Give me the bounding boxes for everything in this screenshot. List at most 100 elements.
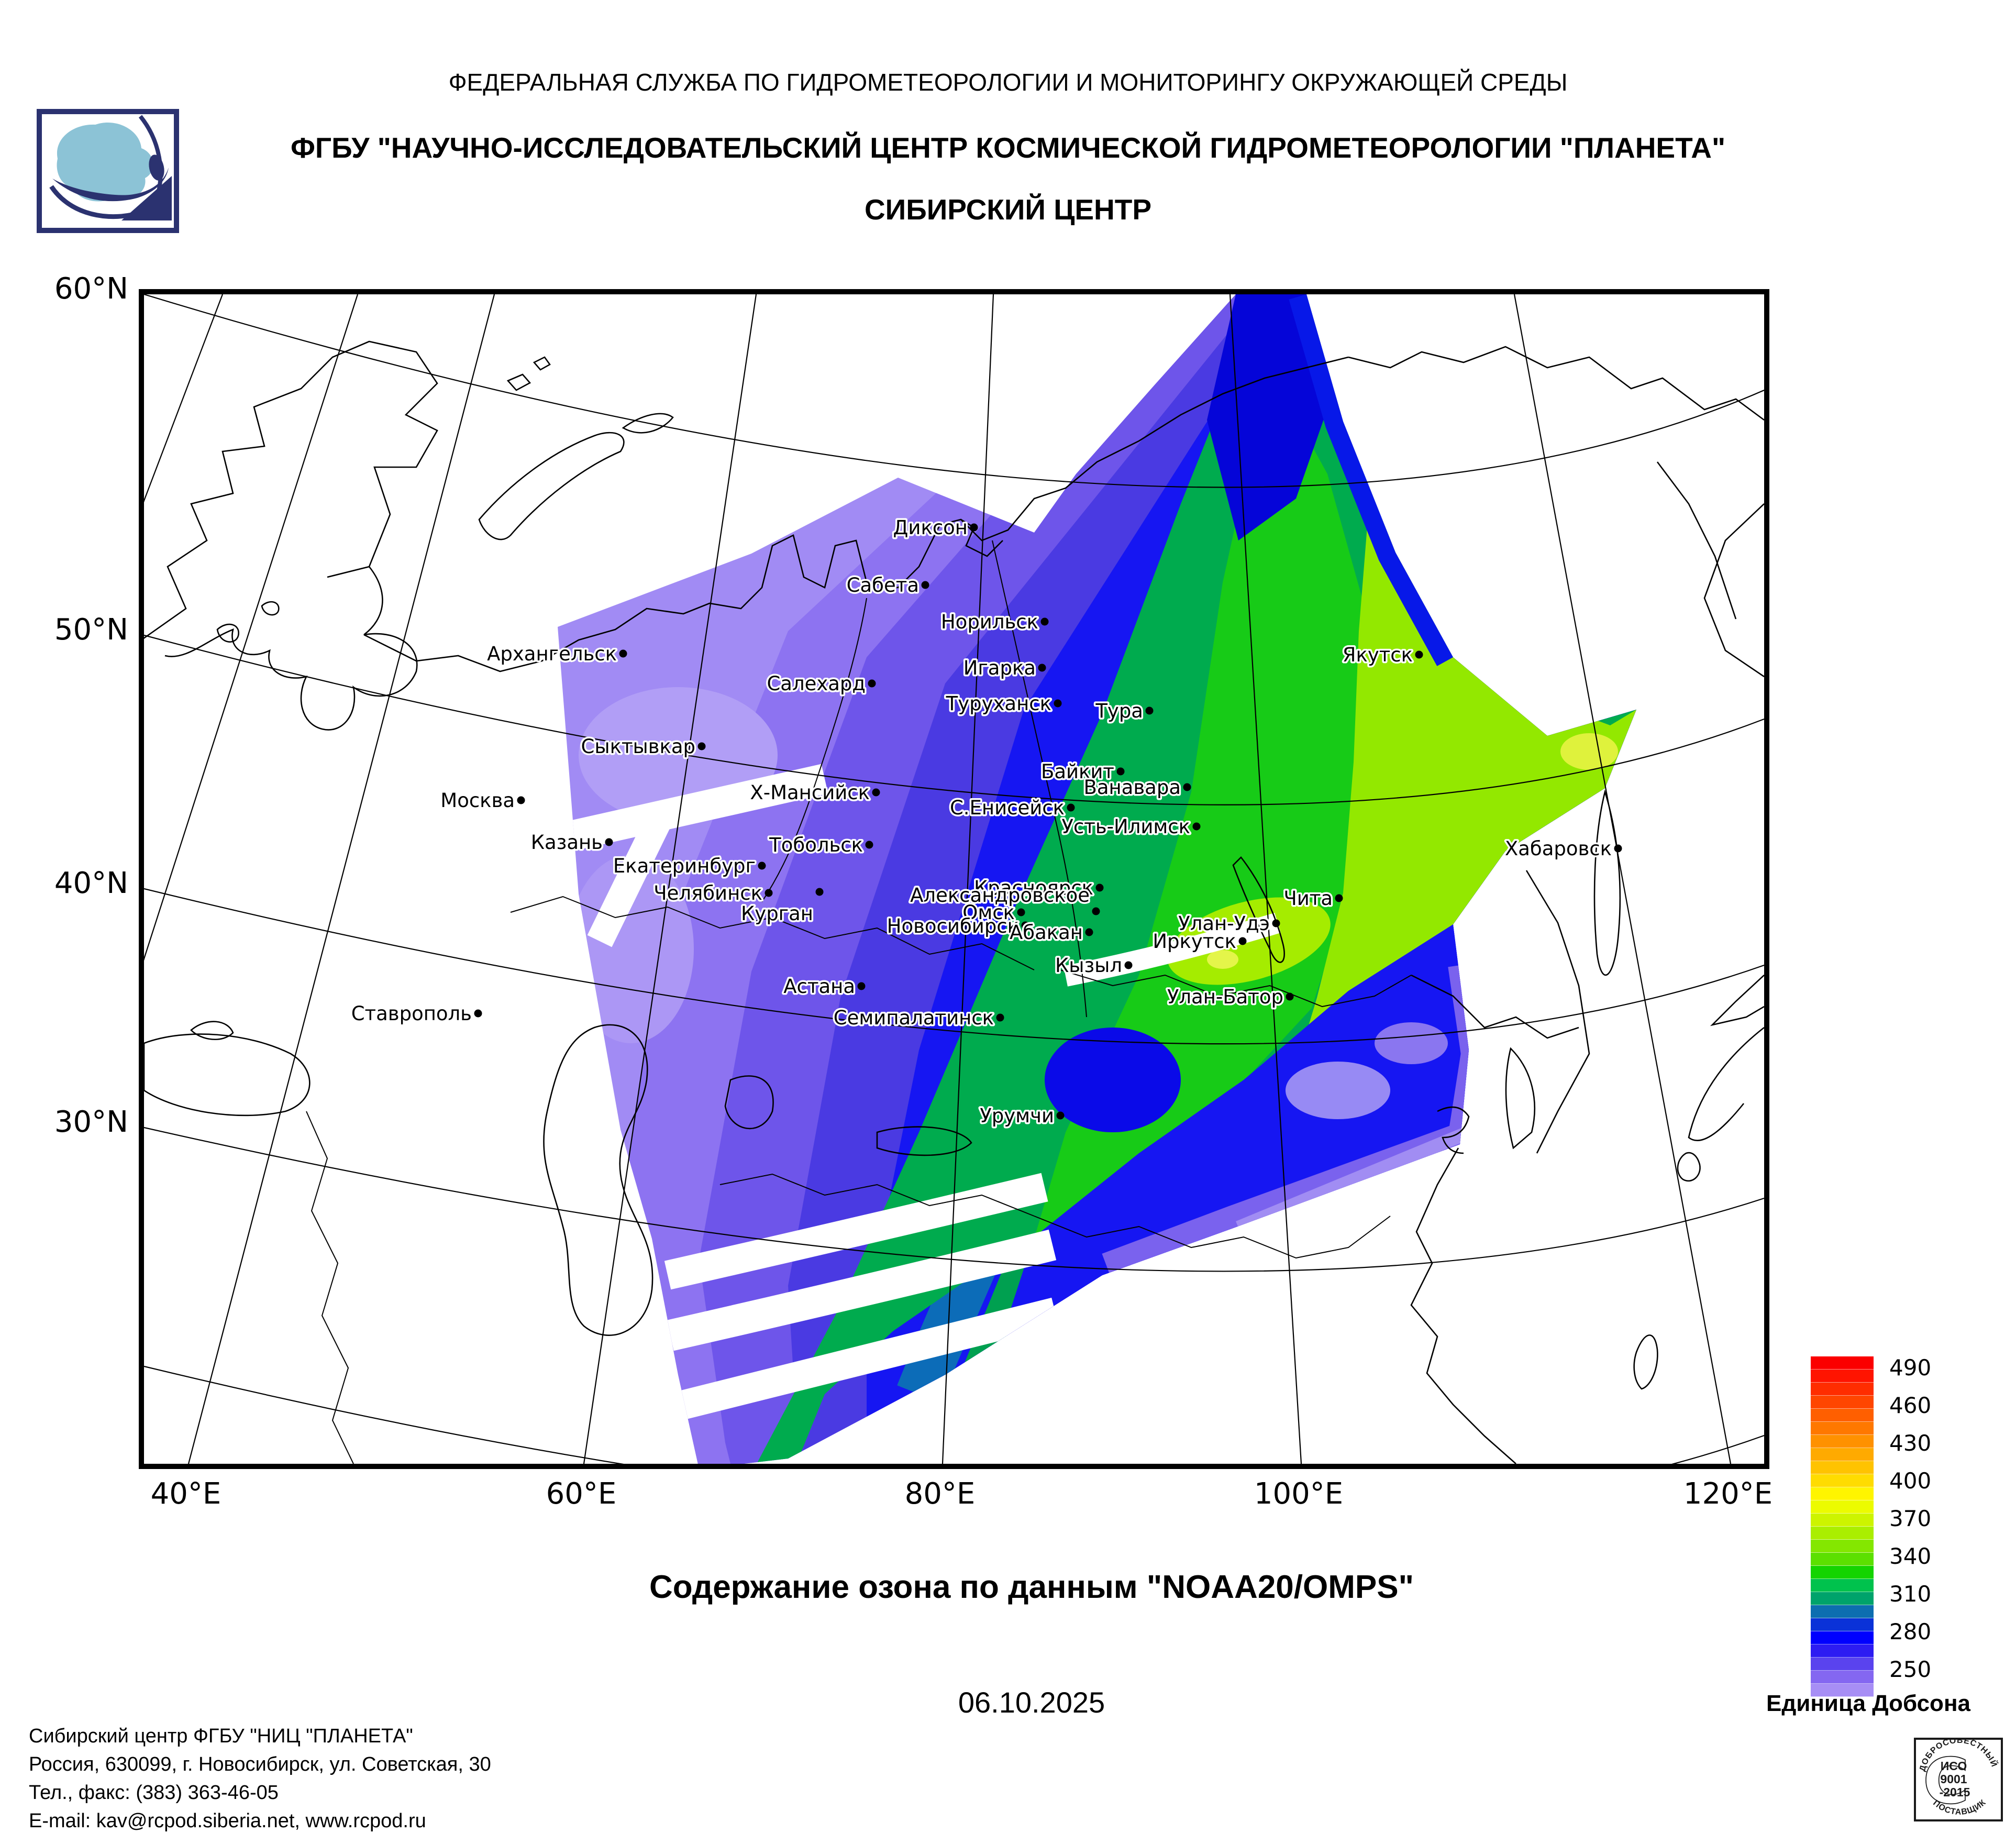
colorbar-segment [1811,1448,1874,1461]
lat-tick-label: 60°N [54,272,128,306]
swath-gap-stripe [674,1297,1059,1421]
city-label: Тобольск [769,834,863,856]
logo-triangle [121,176,172,220]
footer-line: Сибирский центр ФГБУ "НИЦ "ПЛАНЕТА" [29,1725,413,1747]
city-label: Чита [1283,887,1333,910]
ozone-map-svg: Диксон Сабета Норильск Архангельск Игарка Сал… [144,294,1764,1464]
city-label: Урумчи [980,1105,1054,1127]
dobson-colorbar [1811,1356,1874,1697]
city-dot [1040,617,1049,626]
city-label: Красноярск [974,877,1093,899]
city-label: Абакан [1010,921,1083,944]
city-label: Салехард [767,672,866,695]
colorbar-segment [1811,1461,1874,1474]
lat-tick-label: 50°N [54,613,128,647]
city-label: Тура [1095,700,1143,722]
city-dot [1092,907,1100,915]
city-dot [758,862,766,870]
city-label: Екатеринбург [613,855,756,877]
city-dot [605,838,613,846]
logo-bottom-arc [49,185,132,219]
header-org-line: ФЕДЕРАЛЬНАЯ СЛУЖБА ПО ГИДРОМЕТЕОРОЛОГИИ … [448,69,1568,96]
city-dot [868,679,876,688]
colorbar-segment [1811,1644,1874,1658]
city-dot [1238,937,1247,945]
swath-gap-stripe [587,812,672,947]
city-dot [1067,803,1075,812]
city-dot [1017,908,1025,916]
city-label: Новосибирск [887,915,1019,937]
colorbar-segment [1811,1500,1874,1514]
header-center-line: ФГБУ "НАУЧНО-ИССЛЕДОВАТЕЛЬСКИЙ ЦЕНТР КОС… [290,131,1726,164]
logo-wave-shape [52,168,169,202]
lat-tick-label: 30°N [54,1105,128,1139]
city-label: Усть-Илимск [1061,815,1190,838]
city-label: Казань [531,831,603,854]
colorbar-segment [1811,1631,1874,1644]
city-dot [1056,1111,1065,1120]
logo-cloud-shape [57,122,153,202]
colorbar-tick-label: 280 [1889,1619,1932,1644]
city-label: Якутск [1343,644,1413,666]
footer-line: Россия, 630099, г. Новосибирск, ул. Сове… [29,1753,491,1775]
city-dot [1085,928,1093,936]
city-label: Игарка [963,657,1036,679]
city-dot [872,788,880,797]
city-label: Кызыл [1055,954,1122,977]
colorbar-unit-label: Единица Добсона [1766,1691,1970,1716]
city-dot [1335,894,1343,902]
city-label: Омск [962,901,1015,924]
city-dot [1038,664,1046,672]
city-label: Диксон [893,516,968,539]
iso-line1: ИСО [1941,1759,1967,1773]
colorbar-segment [1811,1487,1874,1500]
colorbar-segment [1811,1592,1874,1605]
colorbar-tick-label: 310 [1889,1581,1932,1607]
city-label: Сыктывкар [581,735,695,758]
city-label: Улан-Удэ [1178,912,1270,935]
ozone-field [558,294,1636,1464]
colorbar-tick-label: 340 [1889,1543,1932,1569]
colorbar-tick-label: 400 [1889,1468,1932,1494]
city-label: Ставрополь [351,1002,472,1025]
city-dot [1116,767,1125,776]
logo-satellite-dot [149,154,164,181]
city-label: Сабета [847,574,919,597]
lon-tick-label: 60°E [546,1477,617,1511]
lon-tick-label: 40°E [150,1477,221,1511]
colorbar-segment [1811,1396,1874,1409]
city-dot [1183,783,1191,791]
city-dot [697,742,706,750]
city-dot [1054,699,1062,708]
iso-badge-border [1914,1738,2003,1821]
planeta-logo [37,109,179,233]
graticule [144,294,1764,1464]
city-label: Иркутск [1153,930,1236,953]
colorbar-segment [1811,1422,1874,1435]
city-dot [970,523,978,532]
colorbar-segment [1811,1409,1874,1422]
city-dot [1124,961,1133,969]
city-dot [996,1013,1004,1022]
colorbar-segment [1811,1383,1874,1396]
city-label: Улан-Батор [1167,986,1283,1008]
city-label: Х-Мансийск [750,781,870,804]
city-label: Архангельск [487,643,617,665]
city-dot [857,982,866,990]
city-dot [474,1009,482,1018]
header-branch-line: СИБИРСКИЙ ЦЕНТР [864,193,1152,226]
colorbar-segment [1811,1579,1874,1592]
footer-line: E-mail: kav@rcpod.siberia.net, www.rcpod… [29,1810,426,1832]
city-label: Туруханск [946,692,1051,715]
colorbar-segment [1811,1356,1874,1370]
colorbar-tick-label: 490 [1889,1355,1932,1381]
map-title: Содержание озона по данным "NOAA20/OMPS" [649,1569,1414,1605]
colorbar-segment [1811,1684,1874,1697]
colorbar-tick-label: 460 [1889,1393,1932,1418]
city-label: Хабаровск [1505,837,1612,860]
iso-line2: 9001 [1940,1772,1967,1786]
lon-tick-label: 80°E [904,1477,976,1511]
colorbar-tick-label: 370 [1889,1506,1932,1531]
colorbar-segment [1811,1514,1874,1527]
